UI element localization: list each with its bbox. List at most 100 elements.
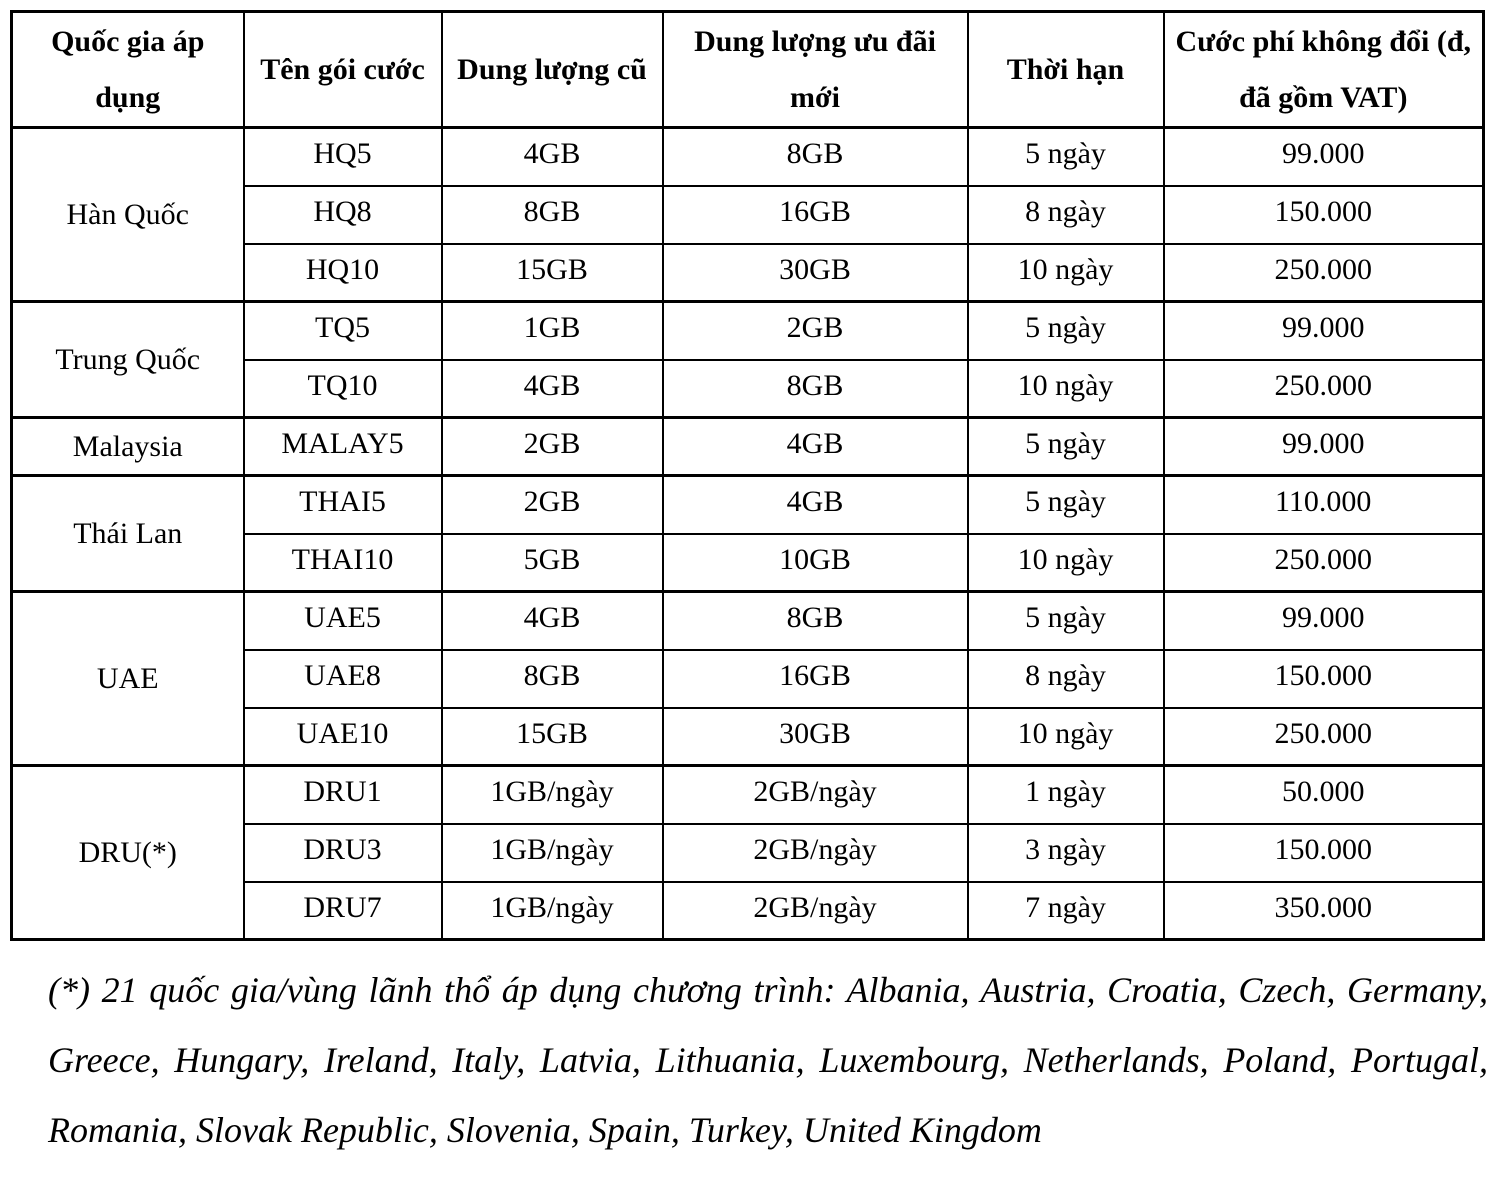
table-row: DRU7 1GB/ngày 2GB/ngày 7 ngày 350.000 — [12, 880, 1485, 941]
cell-package: THAI5 — [242, 474, 443, 535]
cell-new-data: 16GB — [661, 184, 969, 245]
table-row: Thái Lan THAI5 2GB 4GB 5 ngày 110.000 — [10, 474, 1485, 593]
cell-duration: 5 ngày — [966, 416, 1165, 477]
cell-price: 250.000 — [1162, 532, 1485, 593]
cell-package: DRU3 — [242, 822, 443, 883]
cell-package: TQ10 — [242, 358, 443, 419]
cell-new-data: 30GB — [661, 706, 969, 767]
cell-new-data: 4GB — [661, 474, 969, 535]
cell-duration: 5 ngày — [966, 300, 1165, 361]
header-package: Tên gói cước — [242, 10, 443, 129]
cell-old-data: 15GB — [440, 706, 664, 767]
cell-new-data: 16GB — [661, 648, 969, 709]
cell-new-data: 2GB/ngày — [661, 764, 969, 825]
cell-price: 99.000 — [1162, 590, 1485, 651]
roaming-pricing-table: Quốc gia áp dụng Tên gói cước Dung lượng… — [10, 10, 1485, 941]
cell-duration: 10 ngày — [966, 706, 1165, 767]
table-row: TQ10 4GB 8GB 10 ngày 250.000 — [12, 358, 1485, 419]
cell-package: UAE10 — [242, 706, 443, 767]
cell-new-data: 10GB — [661, 532, 969, 593]
table-row: Malaysia MALAY5 2GB 4GB 5 ngày 99.000 — [10, 416, 1485, 477]
cell-old-data: 8GB — [440, 184, 664, 245]
table-row: HQ10 15GB 30GB 10 ngày 250.000 — [12, 242, 1485, 303]
cell-new-data: 8GB — [661, 358, 969, 419]
table-row: DRU3 1GB/ngày 2GB/ngày 3 ngày 150.000 — [12, 822, 1485, 883]
header-country: Quốc gia áp dụng — [10, 10, 245, 129]
cell-country: Trung Quốc — [10, 300, 245, 419]
cell-new-data: 8GB — [661, 126, 969, 187]
cell-price: 99.000 — [1162, 300, 1485, 361]
table-row: THAI10 5GB 10GB 10 ngày 250.000 — [12, 532, 1485, 593]
table-row: Hàn Quốc HQ5 4GB 8GB 5 ngày 99.000 — [10, 126, 1485, 303]
cell-package: UAE5 — [242, 590, 443, 651]
cell-country: DRU(*) — [10, 764, 245, 941]
table-body: Hàn Quốc HQ5 4GB 8GB 5 ngày 99.000 HQ8 8GB 16GB 8… — [10, 126, 1485, 941]
cell-package: DRU7 — [242, 880, 443, 941]
cell-price: 150.000 — [1162, 822, 1485, 883]
cell-new-data: 2GB/ngày — [661, 880, 969, 941]
cell-new-data: 8GB — [661, 590, 969, 651]
cell-price: 250.000 — [1162, 358, 1485, 419]
cell-package: HQ8 — [242, 184, 443, 245]
cell-country: Malaysia — [10, 416, 245, 477]
cell-package: MALAY5 — [242, 416, 443, 477]
cell-price: 350.000 — [1162, 880, 1485, 941]
header-new-data: Dung lượng ưu đãi mới — [661, 10, 969, 129]
cell-old-data: 4GB — [440, 126, 664, 187]
cell-price: 150.000 — [1162, 648, 1485, 709]
header-duration: Thời hạn — [966, 10, 1165, 129]
cell-package: TQ5 — [242, 300, 443, 361]
cell-duration: 5 ngày — [966, 126, 1165, 187]
footnote: (*) 21 quốc gia/vùng lãnh thổ áp dụng ch… — [48, 970, 1488, 1151]
cell-duration: 1 ngày — [966, 764, 1165, 825]
cell-new-data: 2GB/ngày — [661, 822, 969, 883]
cell-duration: 10 ngày — [966, 532, 1165, 593]
cell-price: 250.000 — [1162, 706, 1485, 767]
cell-country: Thái Lan — [10, 474, 245, 593]
table-row: UAE10 15GB 30GB 10 ngày 250.000 — [12, 706, 1485, 767]
cell-duration: 8 ngày — [966, 184, 1165, 245]
cell-country: Hàn Quốc — [10, 126, 245, 303]
cell-duration: 10 ngày — [966, 242, 1165, 303]
cell-price: 50.000 — [1162, 764, 1485, 825]
cell-package: THAI10 — [242, 532, 443, 593]
cell-old-data: 1GB/ngày — [440, 880, 664, 941]
cell-package: HQ5 — [242, 126, 443, 187]
table-row: Trung Quốc TQ5 1GB 2GB 5 ngày 99.000 — [10, 300, 1485, 419]
cell-country: UAE — [10, 590, 245, 767]
cell-duration: 5 ngày — [966, 590, 1165, 651]
cell-package: DRU1 — [242, 764, 443, 825]
cell-old-data: 8GB — [440, 648, 664, 709]
table-row: UAE UAE5 4GB 8GB 5 ngày 99.000 — [10, 590, 1485, 767]
table-row: UAE8 8GB 16GB 8 ngày 150.000 — [12, 648, 1485, 709]
cell-duration: 5 ngày — [966, 474, 1165, 535]
cell-old-data: 5GB — [440, 532, 664, 593]
cell-old-data: 1GB/ngày — [440, 764, 664, 825]
cell-package: HQ10 — [242, 242, 443, 303]
cell-package: UAE8 — [242, 648, 443, 709]
cell-duration: 10 ngày — [966, 358, 1165, 419]
cell-old-data: 4GB — [440, 590, 664, 651]
table-row: HQ8 8GB 16GB 8 ngày 150.000 — [12, 184, 1485, 245]
cell-new-data: 2GB — [661, 300, 969, 361]
header-row: Quốc gia áp dụng Tên gói cước Dung lượng… — [10, 10, 1485, 129]
cell-price: 110.000 — [1162, 474, 1485, 535]
cell-duration: 8 ngày — [966, 648, 1165, 709]
cell-duration: 3 ngày — [966, 822, 1165, 883]
cell-old-data: 4GB — [440, 358, 664, 419]
cell-price: 150.000 — [1162, 184, 1485, 245]
cell-duration: 7 ngày — [966, 880, 1165, 941]
cell-old-data: 1GB — [440, 300, 664, 361]
header-price: Cước phí không đổi (đ, đã gồm VAT) — [1162, 10, 1485, 129]
cell-old-data: 15GB — [440, 242, 664, 303]
table-header: Quốc gia áp dụng Tên gói cước Dung lượng… — [10, 10, 1485, 129]
cell-price: 99.000 — [1162, 416, 1485, 477]
cell-price: 99.000 — [1162, 126, 1485, 187]
cell-new-data: 4GB — [661, 416, 969, 477]
cell-price: 250.000 — [1162, 242, 1485, 303]
cell-old-data: 2GB — [440, 416, 664, 477]
cell-old-data: 2GB — [440, 474, 664, 535]
cell-new-data: 30GB — [661, 242, 969, 303]
table-row: DRU(*) DRU1 1GB/ngày 2GB/ngày 1 ngày 50.000 — [10, 764, 1485, 941]
